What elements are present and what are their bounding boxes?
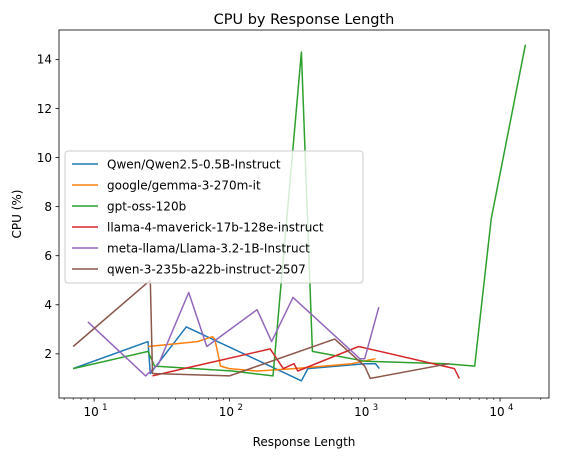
legend-label-2: gpt-oss-120b <box>107 199 186 213</box>
y-axis-label: CPU (%) <box>10 190 24 239</box>
legend-label-4: meta-llama/Llama-3.2-1B-Instruct <box>107 241 310 255</box>
legend-label-0: Qwen/Qwen2.5-0.5B-Instruct <box>107 157 281 171</box>
legend-label-1: google/gemma-3-270m-it <box>107 178 261 192</box>
y-tick-label-5: 12 <box>37 102 52 116</box>
x-tick-label-2: 10 <box>354 405 369 419</box>
x-tick-exponent-3: 4 <box>508 403 513 413</box>
legend: Qwen/Qwen2.5-0.5B-Instruct google/gemma-3… <box>65 151 363 283</box>
y-tick-label-1: 4 <box>44 298 52 312</box>
series-line-5 <box>73 280 449 378</box>
x-axis-label: Response Length <box>253 435 356 449</box>
y-tick-label-0: 2 <box>44 347 52 361</box>
x-tick-exponent-0: 1 <box>102 403 107 413</box>
y-tick-label-4: 10 <box>37 151 52 165</box>
series-line-4 <box>88 293 379 376</box>
y-tick-label-3: 8 <box>44 200 52 214</box>
y-tick-label-2: 6 <box>44 249 52 263</box>
x-tick-label-3: 10 <box>489 405 504 419</box>
chart-title: CPU by Response Length <box>214 12 395 28</box>
legend-label-3: llama-4-maverick-17b-128e-instruct <box>107 220 324 234</box>
x-tick-exponent-2: 3 <box>373 403 378 413</box>
y-tick-label-6: 14 <box>37 53 52 67</box>
x-tick-label-0: 10 <box>83 405 98 419</box>
x-tick-label-1: 10 <box>219 405 234 419</box>
x-tick-exponent-1: 2 <box>237 403 242 413</box>
legend-label-5: qwen-3-235b-a22b-instruct-2507 <box>107 262 306 276</box>
